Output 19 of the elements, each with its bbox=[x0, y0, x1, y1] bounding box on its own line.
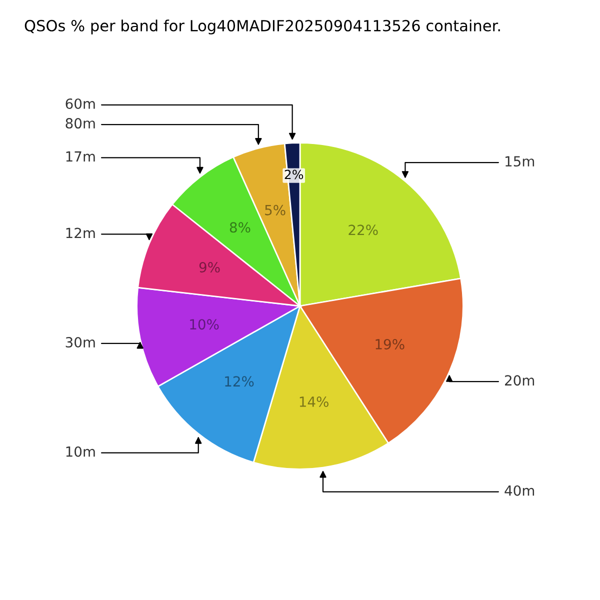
data-label: 10% bbox=[190, 319, 219, 330]
slice-label: 80m bbox=[66, 118, 95, 129]
data-label: 8% bbox=[230, 222, 250, 233]
chart-title: QSOs % per band for Log40MADIF20250904113526 container. bbox=[24, 20, 500, 34]
data-label: 5% bbox=[265, 204, 286, 216]
slice-label: 10m bbox=[66, 446, 95, 457]
data-label: 9% bbox=[199, 262, 220, 273]
slice-label: 12m bbox=[66, 228, 95, 238]
data-label: 22% bbox=[348, 224, 378, 236]
slice-label: 17m bbox=[66, 151, 95, 162]
data-label: 14% bbox=[300, 396, 328, 407]
data-label: 12% bbox=[225, 376, 254, 387]
slice-label: 40m bbox=[504, 485, 534, 496]
slice-label: 20m bbox=[505, 375, 534, 386]
data-label: 2% bbox=[284, 170, 304, 180]
slice-label: 30m bbox=[66, 337, 95, 348]
slice-label: 15m bbox=[506, 156, 534, 167]
data-label: 19% bbox=[376, 338, 404, 350]
slice-label: 60m bbox=[66, 98, 95, 109]
